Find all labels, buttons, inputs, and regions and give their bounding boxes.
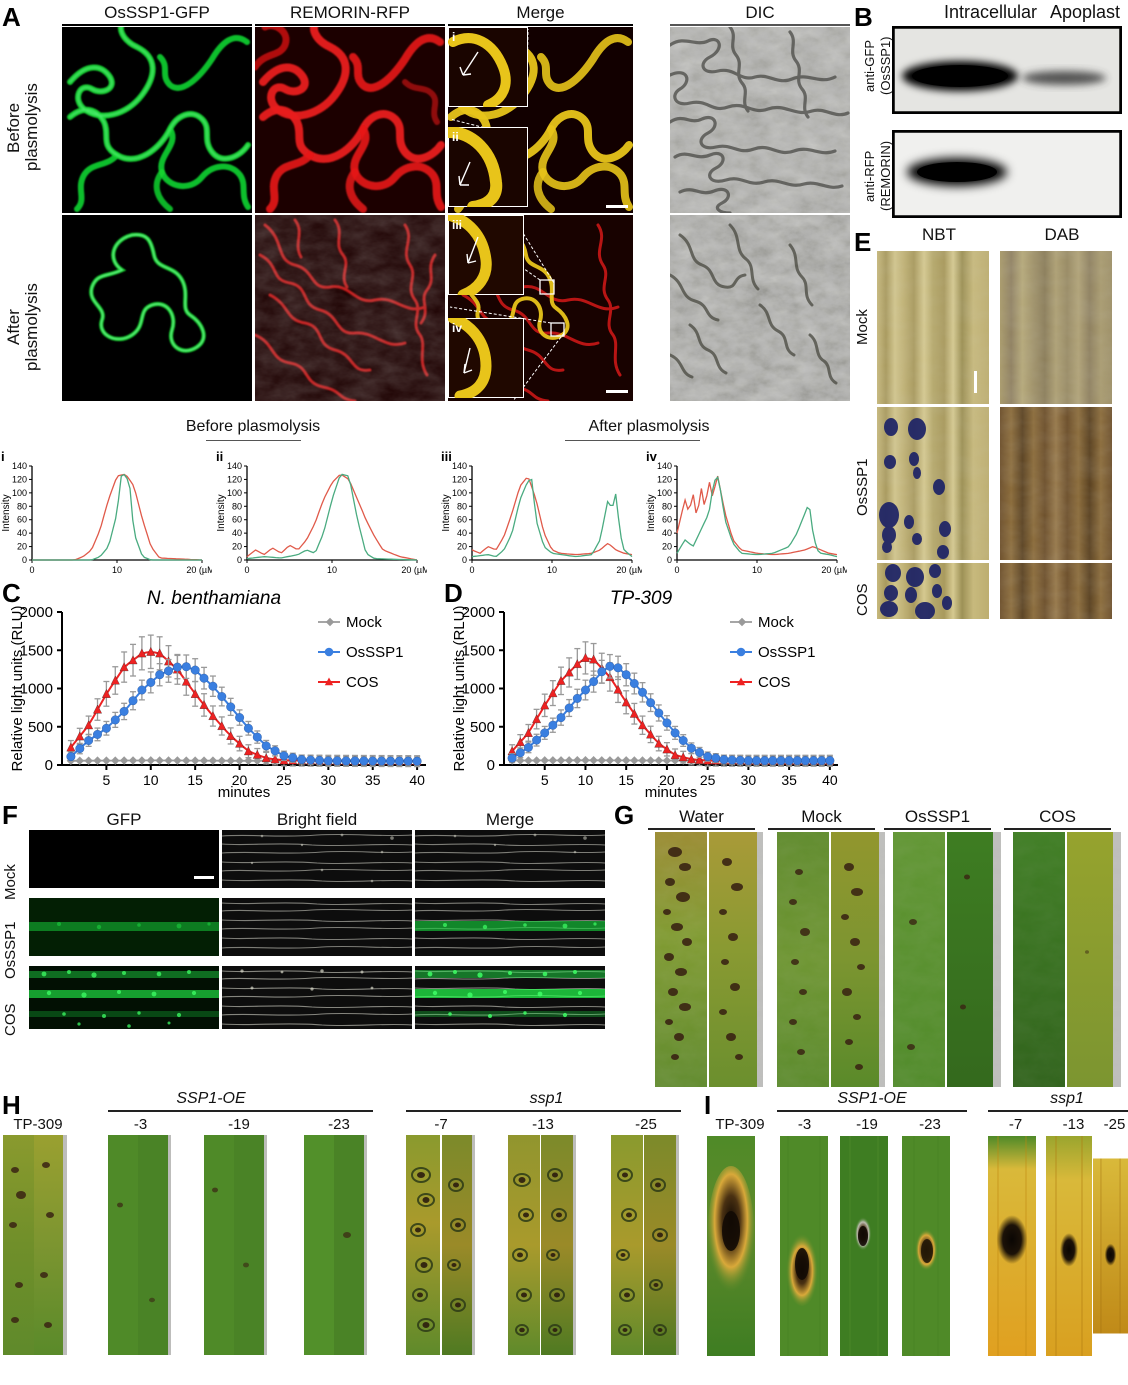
- svg-text:100: 100: [452, 488, 467, 498]
- svg-text:OsSSP1: OsSSP1: [346, 644, 404, 661]
- svg-text:100: 100: [657, 488, 672, 498]
- svg-text:Mock: Mock: [758, 614, 794, 631]
- svg-text:20 (µM): 20 (µM): [401, 565, 427, 575]
- svg-text:0: 0: [29, 565, 34, 575]
- svg-text:40: 40: [17, 528, 27, 538]
- svg-text:120: 120: [12, 474, 27, 484]
- svg-text:Intensity: Intensity: [441, 494, 452, 531]
- svg-text:20: 20: [17, 542, 27, 552]
- svg-text:120: 120: [657, 474, 672, 484]
- svg-text:60: 60: [457, 515, 467, 525]
- svg-text:iv: iv: [452, 321, 462, 335]
- svg-text:iv: iv: [646, 450, 658, 464]
- svg-text:iii: iii: [452, 218, 462, 232]
- svg-text:30: 30: [321, 772, 337, 788]
- svg-text:i: i: [452, 30, 455, 44]
- svg-text:15: 15: [618, 772, 634, 788]
- svg-text:0: 0: [469, 565, 474, 575]
- svg-text:40: 40: [822, 772, 838, 788]
- svg-text:0: 0: [674, 565, 679, 575]
- svg-text:iii: iii: [441, 450, 452, 464]
- svg-text:5: 5: [541, 772, 549, 788]
- svg-text:500: 500: [470, 719, 495, 736]
- svg-text:80: 80: [662, 501, 672, 511]
- svg-text:N. benthamiana: N. benthamiana: [147, 588, 281, 609]
- svg-text:20: 20: [457, 542, 467, 552]
- svg-text:10: 10: [327, 565, 337, 575]
- svg-text:0: 0: [22, 555, 27, 565]
- svg-text:100: 100: [12, 488, 27, 498]
- svg-text:ii: ii: [452, 130, 459, 144]
- svg-text:140: 140: [452, 461, 467, 471]
- svg-text:15: 15: [187, 772, 203, 788]
- svg-text:80: 80: [232, 501, 242, 511]
- svg-text:120: 120: [227, 474, 242, 484]
- svg-text:40: 40: [662, 528, 672, 538]
- svg-text:0: 0: [45, 757, 53, 774]
- svg-text:60: 60: [662, 515, 672, 525]
- svg-text:60: 60: [17, 515, 27, 525]
- svg-text:ii: ii: [216, 450, 223, 464]
- svg-text:60: 60: [232, 515, 242, 525]
- svg-text:0: 0: [667, 555, 672, 565]
- svg-text:500: 500: [28, 719, 53, 736]
- svg-text:10: 10: [112, 565, 122, 575]
- svg-text:0: 0: [462, 555, 467, 565]
- svg-text:OsSSP1: OsSSP1: [758, 644, 816, 661]
- svg-text:140: 140: [657, 461, 672, 471]
- svg-text:120: 120: [452, 474, 467, 484]
- svg-text:40: 40: [232, 528, 242, 538]
- svg-text:minutes: minutes: [218, 784, 271, 801]
- svg-text:20: 20: [232, 542, 242, 552]
- svg-text:0: 0: [244, 565, 249, 575]
- svg-text:COS: COS: [346, 674, 379, 691]
- svg-text:TP-309: TP-309: [610, 588, 673, 609]
- svg-text:35: 35: [365, 772, 381, 788]
- svg-text:100: 100: [227, 488, 242, 498]
- svg-text:0: 0: [487, 757, 495, 774]
- svg-text:Relative light units (RLU): Relative light units (RLU): [451, 606, 468, 772]
- svg-text:0: 0: [237, 555, 242, 565]
- svg-text:40: 40: [409, 772, 425, 788]
- svg-text:35: 35: [781, 772, 797, 788]
- svg-text:140: 140: [227, 461, 242, 471]
- svg-text:Relative light units (RLU): Relative light units (RLU): [9, 606, 26, 772]
- svg-text:40: 40: [457, 528, 467, 538]
- svg-text:COS: COS: [758, 674, 791, 691]
- svg-text:i: i: [1, 450, 5, 464]
- svg-text:Mock: Mock: [346, 614, 382, 631]
- svg-text:20 (µM): 20 (µM): [186, 565, 212, 575]
- svg-text:10: 10: [547, 565, 557, 575]
- svg-text:Intensity: Intensity: [646, 494, 657, 531]
- svg-text:10: 10: [143, 772, 159, 788]
- svg-text:20 (µM): 20 (µM): [821, 565, 847, 575]
- svg-text:minutes: minutes: [645, 784, 698, 801]
- svg-text:140: 140: [12, 461, 27, 471]
- svg-text:Intensity: Intensity: [216, 494, 227, 531]
- svg-text:30: 30: [741, 772, 757, 788]
- svg-text:80: 80: [17, 501, 27, 511]
- svg-text:5: 5: [102, 772, 110, 788]
- svg-text:10: 10: [752, 565, 762, 575]
- svg-text:25: 25: [700, 772, 716, 788]
- svg-text:80: 80: [457, 501, 467, 511]
- svg-text:Intensity: Intensity: [1, 494, 12, 531]
- svg-text:20: 20: [662, 542, 672, 552]
- svg-text:10: 10: [578, 772, 594, 788]
- svg-text:20 (µM): 20 (µM): [616, 565, 642, 575]
- svg-text:25: 25: [276, 772, 292, 788]
